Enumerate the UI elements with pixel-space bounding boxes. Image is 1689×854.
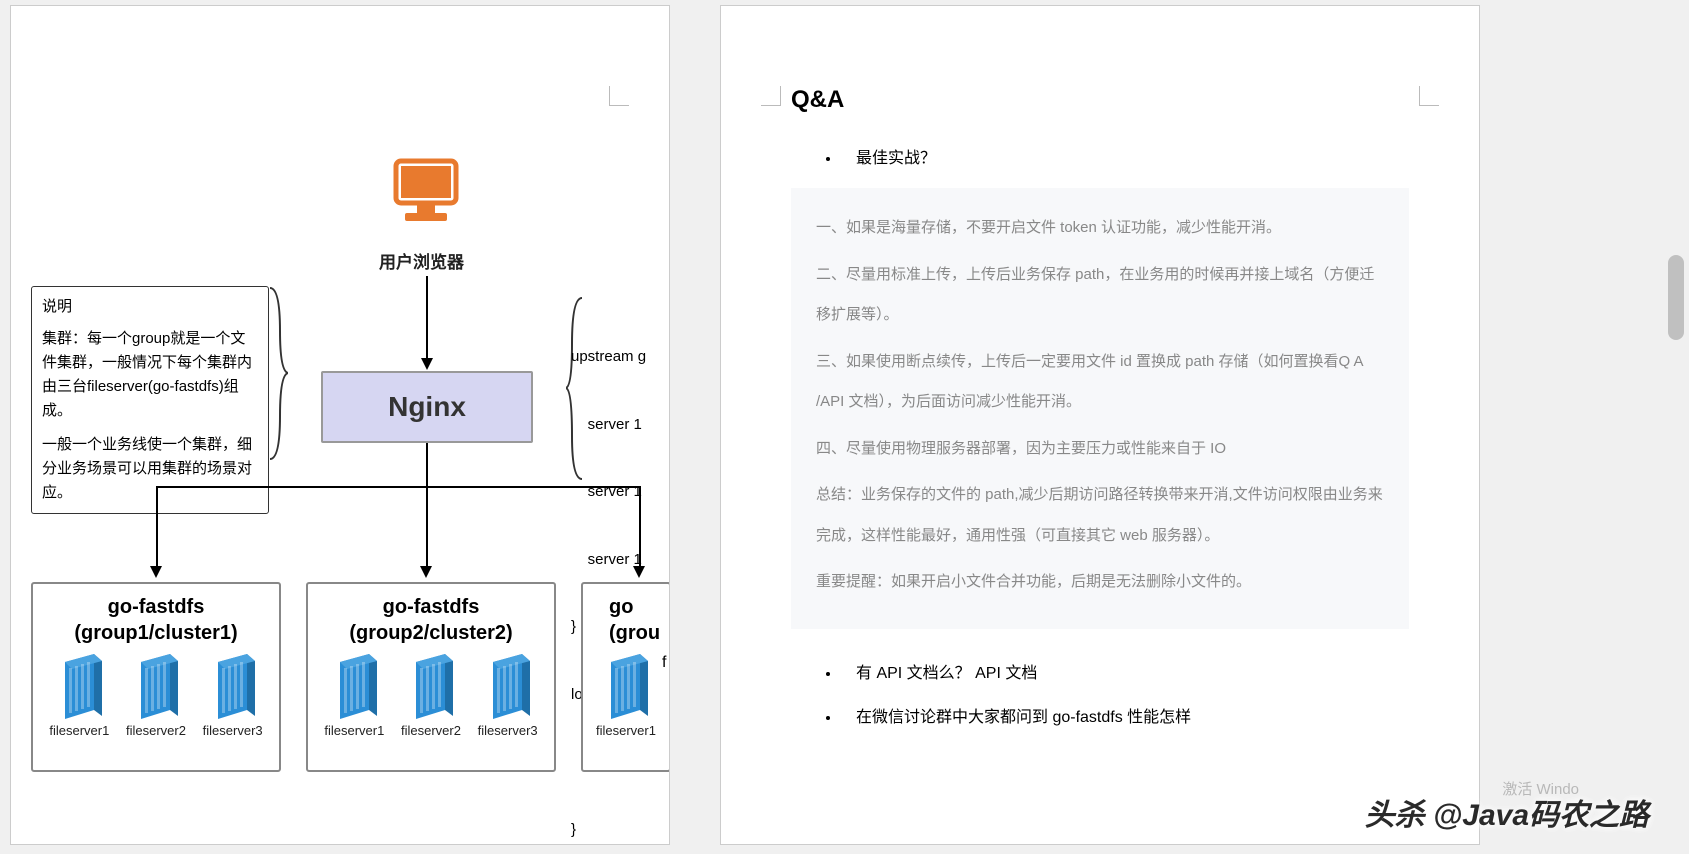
note-title: 说明	[42, 295, 258, 319]
arrow-line	[426, 443, 428, 488]
watermark-text: 头杀 @Java码农之路	[1365, 790, 1649, 834]
page-corner	[761, 86, 781, 106]
cluster3-title-r1: go	[609, 596, 633, 618]
server-label: fileserver2	[126, 723, 186, 738]
server-label: fileserver3	[478, 723, 538, 738]
config-line: }	[571, 819, 649, 842]
qa-title: Q&A	[791, 86, 1409, 114]
qa-box-line: 一、如果是海量存储，不要开启文件 token 认证功能，减少性能开消。	[816, 208, 1384, 249]
arrow-line	[426, 276, 428, 361]
server-label: fileserver3	[203, 723, 263, 738]
qa-box-line: 重要提醒：如果开启小文件合并功能，后期是无法删除小文件的。	[816, 562, 1384, 603]
qa-box-line: 总结：业务保存的文件的 path,减少后期访问路径转换带来开消,文件访问权限由业…	[816, 475, 1384, 556]
arrow-line	[426, 486, 428, 568]
cluster1-title1r1: go-fastdfs	[108, 596, 205, 618]
server-label: fileserver1	[596, 723, 656, 738]
config-line: upstream g	[571, 346, 649, 369]
cluster1-title-r2: (group1/cluster1)	[74, 622, 237, 644]
qa-box-line: 三、如果使用断点续传，上传后一定要用文件 id 置换成 path 存储（如何置换…	[816, 342, 1384, 423]
server-icon	[485, 654, 530, 719]
browser-icon	[391, 156, 461, 226]
page-corner	[1419, 86, 1439, 106]
note-text2: 一般一个业务线使一个集群，细分业务场景可以用集群的场景对应。	[42, 433, 258, 505]
cluster3-box: go (grou fileserver1 f	[581, 582, 670, 772]
server-icon	[603, 654, 648, 719]
qa-answer-box: 一、如果是海量存储，不要开启文件 token 认证功能，减少性能开消。 二、尽量…	[791, 188, 1409, 629]
arrow-line	[156, 486, 641, 488]
left-page: 用户浏览器 说明 集群：每一个group就是一个文件集群，一般情况下每个集群内由…	[10, 5, 670, 845]
qa-item: 有 API 文档么？ API 文档	[841, 659, 1409, 683]
architecture-diagram: 用户浏览器 说明 集群：每一个group就是一个文件集群，一般情况下每个集群内由…	[11, 6, 670, 845]
arrow-head-icon	[633, 566, 645, 578]
cluster3-title-r2: (grou	[609, 622, 660, 644]
qa-box-line: 四、尽量使用物理服务器部署，因为主要压力或性能来自于 IO	[816, 429, 1384, 470]
server-label: fileserver1	[49, 723, 109, 738]
arrow-head-icon	[420, 566, 432, 578]
note-left: 说明 集群：每一个group就是一个文件集群，一般情况下每个集群内由三台file…	[31, 286, 269, 514]
server-icon	[332, 654, 377, 719]
server-label: fileserver1	[324, 723, 384, 738]
browser-label: 用户浏览器	[379, 248, 464, 273]
arrow-line	[639, 486, 641, 568]
arrow-head-icon	[150, 566, 162, 578]
server-icon	[133, 654, 178, 719]
arrow-head-icon	[421, 358, 433, 370]
server-icon	[408, 654, 453, 719]
qa-item: 最佳实战？	[841, 144, 1409, 168]
brace-left-icon	[268, 286, 288, 461]
note-text1: 集群：每一个group就是一个文件集群，一般情况下每个集群内由三台fileser…	[42, 327, 258, 423]
nginx-box: Nginx	[321, 371, 533, 443]
scrollbar-thumb[interactable]	[1668, 255, 1684, 340]
server-icon	[57, 654, 102, 719]
cluster2-title-r1: go-fastdfs	[383, 596, 480, 618]
right-page: Q&A 最佳实战？ 一、如果是海量存储，不要开启文件 token 认证功能，减少…	[720, 5, 1480, 845]
config-line: server 1	[571, 414, 649, 437]
server-label: fileserver2	[401, 723, 461, 738]
qa-box-line: 二、尽量用标准上传，上传后业务保存 path，在业务用的时候再并接上域名（方便迁…	[816, 255, 1384, 336]
cluster2-box: go-fastdfs (group2/cluster2) fileserver1…	[306, 582, 556, 772]
cluster1-box: go-fastdfs (group1/cluster1) fileserver1…	[31, 582, 281, 772]
cluster2-title-r2: (group2/cluster2)	[349, 622, 512, 644]
qa-item: 在微信讨论群中大家都问到 go-fastdfs 性能怎样	[841, 703, 1409, 727]
config-line: server 1	[571, 481, 649, 504]
server-icon	[210, 654, 255, 719]
arrow-line	[156, 486, 158, 568]
